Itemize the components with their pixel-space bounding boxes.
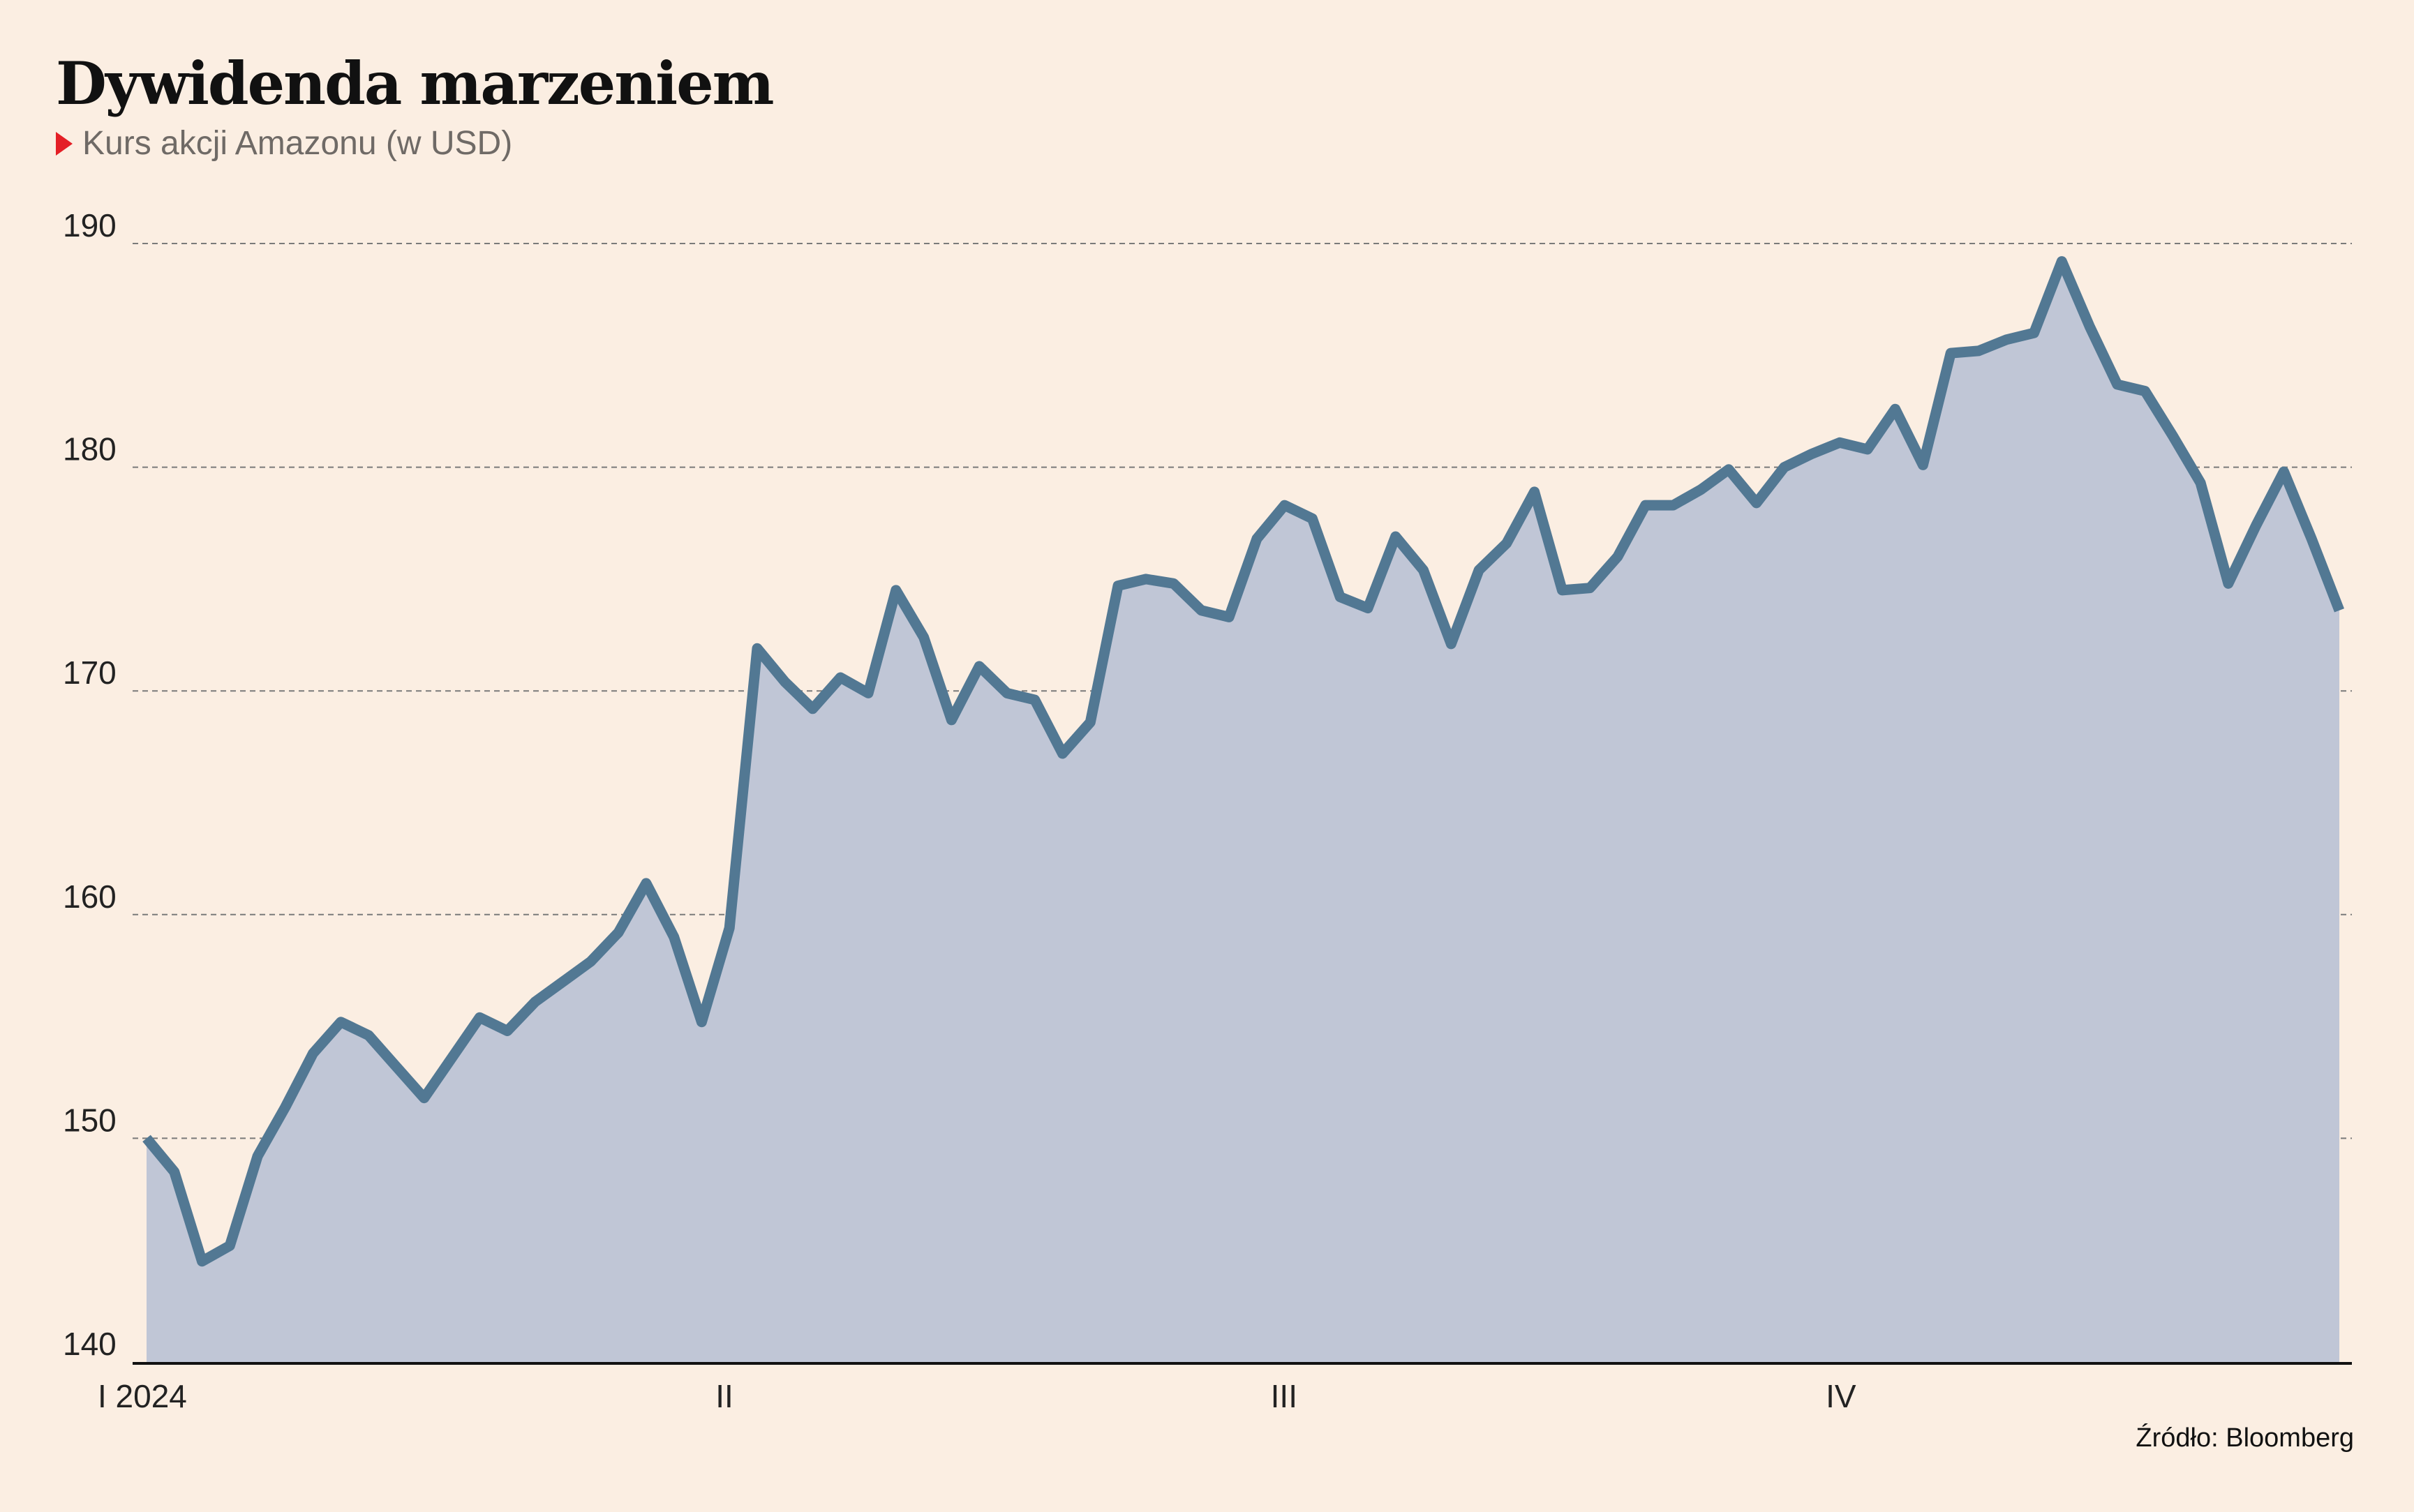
- x-tick-label: IV: [1826, 1378, 1856, 1414]
- y-tick-label: 160: [63, 878, 117, 915]
- x-tick-label: I 2024: [98, 1378, 187, 1414]
- source-note: Źródło: Bloomberg: [2136, 1423, 2354, 1453]
- x-tick-label: III: [1271, 1378, 1297, 1414]
- chart-subtitle-text: Kurs akcji Amazonu (w USD): [82, 125, 513, 162]
- y-tick-label: 170: [63, 654, 117, 691]
- price-line: [142, 256, 2344, 1267]
- triangle-marker-icon: [56, 131, 73, 156]
- chart-subtitle: Kurs akcji Amazonu (w USD): [56, 124, 512, 163]
- price-area: [147, 261, 2339, 1363]
- y-axis-ticks: 140 150 160 170 180 190: [63, 207, 117, 1362]
- x-axis-ticks: I 2024 II III IV: [98, 1378, 1856, 1414]
- y-tick-label: 150: [63, 1102, 117, 1138]
- y-tick-label: 190: [63, 207, 117, 244]
- x-tick-label: II: [715, 1378, 733, 1414]
- y-tick-label: 140: [63, 1326, 117, 1362]
- chart-title: Dywidenda marzeniem: [56, 49, 775, 118]
- y-tick-label: 180: [63, 431, 117, 467]
